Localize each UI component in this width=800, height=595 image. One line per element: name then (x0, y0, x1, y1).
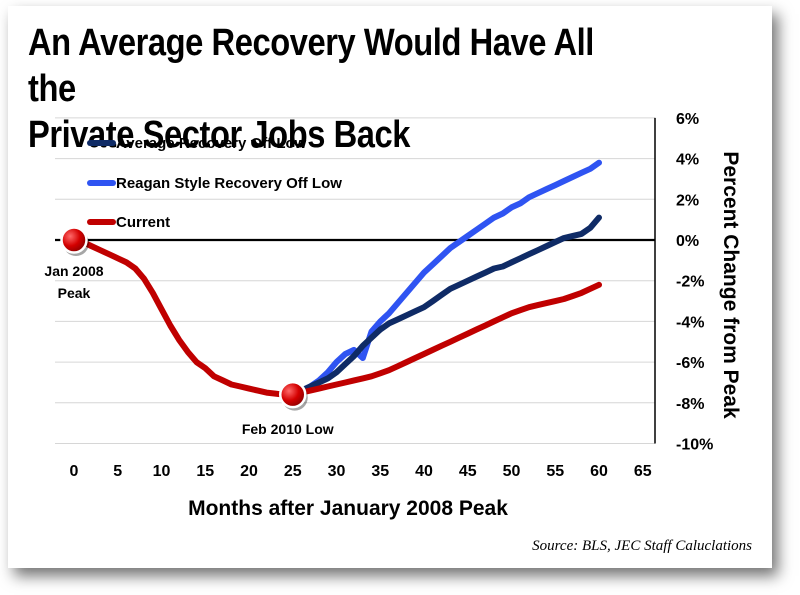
source-note: Source: BLS, JEC Staff Caluclations (532, 538, 752, 554)
y-tick-label: -10% (676, 437, 713, 454)
series-line (289, 159, 602, 398)
y-tick-label: 0% (676, 233, 699, 250)
x-tick-label: 30 (328, 463, 346, 480)
y-tick-label: 4% (676, 152, 699, 169)
x-tick-label: 5 (113, 463, 122, 480)
x-tick-label: 65 (634, 463, 652, 480)
annotation-marker (279, 380, 307, 409)
x-tick-label: 40 (415, 463, 433, 480)
x-tick-label: 55 (546, 463, 564, 480)
legend-label: Average Recovery Off Low (116, 135, 307, 152)
x-tick-label: 25 (284, 463, 302, 480)
x-tick-label: 0 (70, 463, 79, 480)
chart-title-line-2: Private Sector Jobs Back (28, 114, 411, 156)
x-tick-label: 20 (240, 463, 258, 480)
chart-card (8, 6, 772, 568)
x-tick-label: 10 (153, 463, 171, 480)
y-axis-title: Percent Change from Peak (719, 151, 742, 419)
x-tick-label: 60 (590, 463, 608, 480)
chart-title-line-1: An Average Recovery Would Have All the (28, 22, 594, 110)
x-tick-label: 35 (371, 463, 389, 480)
y-tick-label: -4% (676, 314, 704, 331)
labels: Months after January 2008 Peak Percent Ch… (44, 151, 752, 554)
annotation-label: Jan 2008 (44, 263, 103, 279)
annotation-markers (60, 226, 308, 411)
y-tick-label: -6% (676, 355, 704, 372)
annotation-label: Feb 2010 Low (242, 421, 334, 437)
y-tick-label: -8% (676, 396, 704, 413)
x-tick-label: 15 (196, 463, 214, 480)
chart-title: An Average Recovery Would Have All the P… (28, 20, 596, 158)
y-tick-label: -2% (676, 274, 704, 291)
grid-lines (55, 117, 655, 444)
annotation-marker (60, 226, 88, 254)
legend-label: Reagan Style Recovery Off Low (116, 175, 342, 192)
x-axis-title: Months after January 2008 Peak (188, 497, 508, 520)
series-line (71, 237, 602, 398)
y-tick-label: 2% (676, 192, 699, 209)
legend: Average Recovery Off Low Reagan Style Rec… (87, 135, 342, 231)
series-lines (71, 159, 602, 398)
y-tick-label: 6% (676, 111, 699, 128)
x-tick-label: 45 (459, 463, 477, 480)
annotation-label: Peak (58, 285, 91, 301)
legend-label: Current (116, 214, 170, 231)
series-line (289, 214, 602, 398)
x-tick-label: 50 (503, 463, 521, 480)
